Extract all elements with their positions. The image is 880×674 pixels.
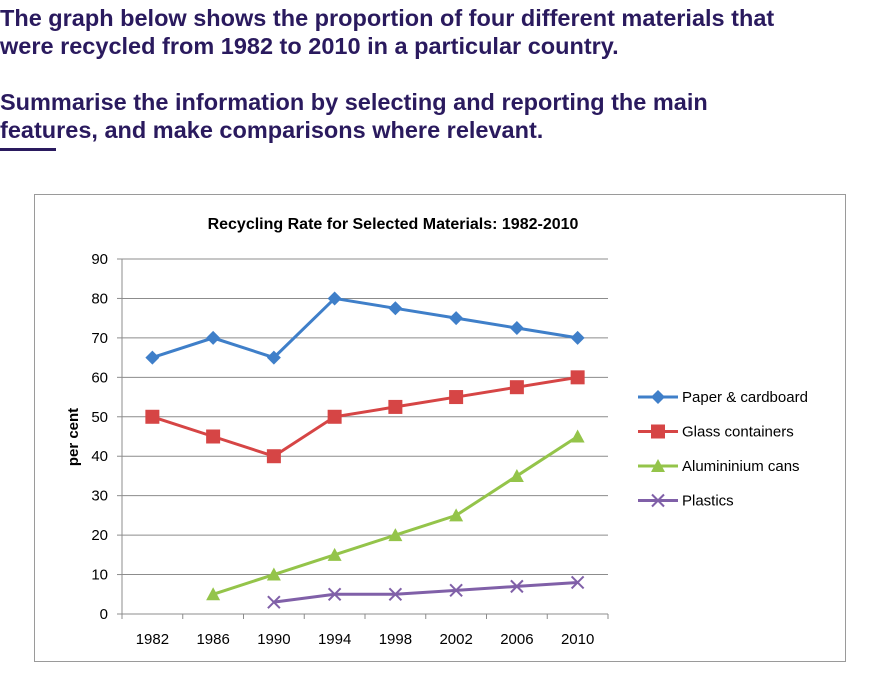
data-point [449,583,463,598]
y-tick-label: 40 [91,448,108,465]
legend-label: Plastics [682,493,734,510]
marker-stroke [267,595,281,609]
data-point [570,429,585,443]
series-line [151,375,578,458]
data-point [388,528,403,542]
series-line [151,296,578,360]
data-point [327,587,342,601]
x-tick-label: 1986 [196,631,229,648]
x-tick-label: 1994 [318,631,351,648]
legend-label: Glass containers [682,424,794,441]
x-tick-label: 2010 [561,631,594,648]
x-tick-labels: 1982 1986 1990 1994 1998 2002 2006 2010 [136,631,595,648]
marker-stroke [651,493,665,508]
series-line [273,580,578,604]
data-point [266,449,281,464]
data-point [206,330,221,345]
y-tick-label: 20 [91,527,108,544]
data-point [510,579,524,594]
legend-marker [651,390,665,404]
prompt-line-1: The graph below shows the proportion of … [0,5,775,31]
prompt-line-4: features, and make comparisons where rel… [0,117,544,143]
series-glass-containers [145,370,585,464]
chart-title: Recycling Rate for Selected Materials: 1… [208,216,579,233]
series-aluminium-cans [206,429,585,601]
data-point [327,547,342,561]
marker-stroke [327,587,342,601]
marker-stroke [510,579,524,594]
y-tick-label: 80 [91,290,108,307]
prompt-line-2: were recycled from 1982 to 2010 in a par… [0,33,619,59]
y-tick-label: 0 [100,606,108,623]
legend-item-glass-containers: Glass containers [638,424,794,441]
x-tick-label: 1990 [257,631,290,648]
data-point [449,390,464,405]
data-point [388,587,403,601]
axes [117,258,609,619]
series-paper-cardboard [145,291,585,365]
data-point [267,595,281,609]
legend-item-aluminium-cans: Alumininium cans [638,458,800,475]
legend-marker [651,493,665,508]
chart-frame [34,194,846,662]
y-tick-label: 60 [91,369,108,386]
task-prompt: The graph below shows the proportion of … [0,4,880,144]
data-point [570,575,585,590]
x-tick-label: 1982 [136,631,169,648]
data-point [388,399,403,414]
data-point [509,380,524,395]
x-tick-label: 2002 [439,631,472,648]
legend-marker [651,459,665,472]
legend-label: Alumininium cans [682,458,800,475]
data-point [509,468,524,482]
data-point [327,409,342,424]
data-point [509,321,524,336]
data-point [206,429,221,444]
y-tick-label: 10 [91,567,108,584]
legend-label: Paper & cardboard [682,389,808,406]
accent-underline [0,148,56,151]
legend: Paper & cardboard Glass containers Alumini… [638,389,808,510]
y-tick-label: 30 [91,488,108,505]
data-point [327,291,342,306]
data-point [570,330,585,345]
legend-item-paper-cardboard: Paper & cardboard [638,389,808,406]
y-axis-title: per cent [65,408,82,466]
marker-stroke [388,587,403,601]
x-tick-label: 2006 [500,631,533,648]
prompt-line-3: Summarise the information by selecting a… [0,89,708,115]
data-point [145,350,160,365]
gridlines [122,258,608,576]
legend-marker [651,424,665,439]
data-point [388,301,403,316]
data-point [266,567,281,581]
data-point [266,350,281,365]
x-tick-label: 1998 [379,631,412,648]
series-plastics [267,575,585,609]
data-point [206,587,221,601]
data-point [570,370,585,385]
marker-stroke [449,583,463,598]
legend-item-plastics: Plastics [638,493,734,510]
marker-stroke [570,575,585,590]
series-group [145,291,585,609]
data-point [449,508,464,522]
y-tick-label: 70 [91,330,108,347]
data-point [449,311,464,326]
data-point [145,409,160,424]
y-tick-label: 50 [91,409,108,426]
y-tick-labels: 0 10 20 30 40 50 60 70 80 90 [91,251,108,623]
y-tick-label: 90 [91,251,108,268]
